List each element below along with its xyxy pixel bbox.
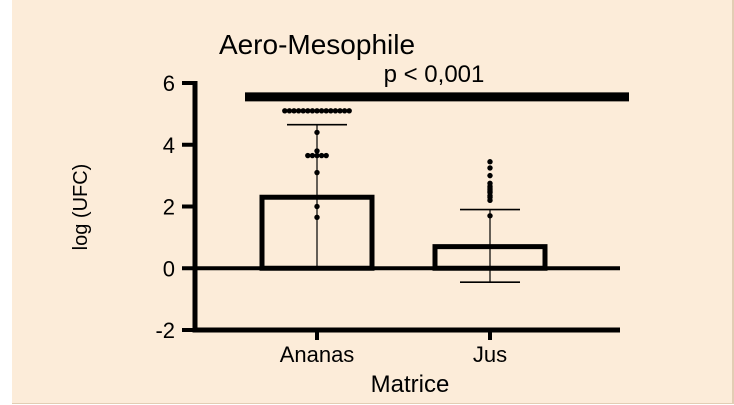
data-point: [314, 108, 320, 114]
data-point: [286, 108, 293, 114]
chart-title: Aero-Mesophile: [219, 29, 415, 60]
significance-annotation: p < 0,001: [245, 61, 629, 102]
data-point: [487, 165, 493, 171]
data-point: [309, 152, 316, 159]
data-point: [314, 203, 320, 210]
data-point: [314, 129, 320, 136]
data-point: [337, 108, 343, 114]
data-point: [341, 108, 348, 114]
data-point: [318, 152, 325, 159]
x-tick-label: Jus: [473, 342, 507, 367]
data-point: [487, 197, 493, 204]
data-point: [305, 108, 311, 114]
data-point: [305, 152, 311, 159]
y-tick-label: 2: [163, 195, 175, 220]
y-tick-label: 0: [163, 256, 175, 281]
data-point: [291, 108, 297, 114]
data-point: [314, 214, 320, 221]
x-tick-label: Ananas: [280, 342, 355, 367]
data-point: [282, 108, 288, 114]
data-point: [328, 108, 334, 114]
y-axis-label: log (UFC): [70, 164, 92, 251]
data-point: [346, 108, 352, 114]
data-point: [314, 148, 320, 154]
y-tick-label: 4: [163, 133, 175, 158]
data-point: [323, 108, 329, 114]
x-axis: Ananas Jus: [193, 266, 620, 367]
bar-chart: Aero-Mesophile -2 0 2 4 6 Ananas Jus p < 0,00…: [70, 29, 629, 398]
data-point: [295, 108, 302, 114]
data-point: [318, 108, 325, 114]
y-tick-label: 6: [163, 71, 175, 96]
data-points: [282, 108, 493, 221]
significance-label: p < 0,001: [384, 61, 485, 88]
chart-panel: Aero-Mesophile -2 0 2 4 6 Ananas Jus p < 0,00…: [12, 0, 734, 404]
data-point: [314, 152, 320, 159]
data-point: [323, 152, 329, 159]
y-axis: -2 0 2 4 6: [155, 71, 198, 343]
y-tick-label: -2: [155, 318, 175, 343]
data-point: [487, 213, 493, 219]
data-point: [332, 108, 339, 114]
x-axis-label: Matrice: [371, 371, 450, 398]
data-point: [300, 108, 306, 114]
bars: [259, 194, 548, 271]
data-point: [314, 169, 320, 176]
data-point: [487, 159, 493, 165]
data-point: [487, 172, 493, 179]
data-point: [309, 108, 316, 114]
